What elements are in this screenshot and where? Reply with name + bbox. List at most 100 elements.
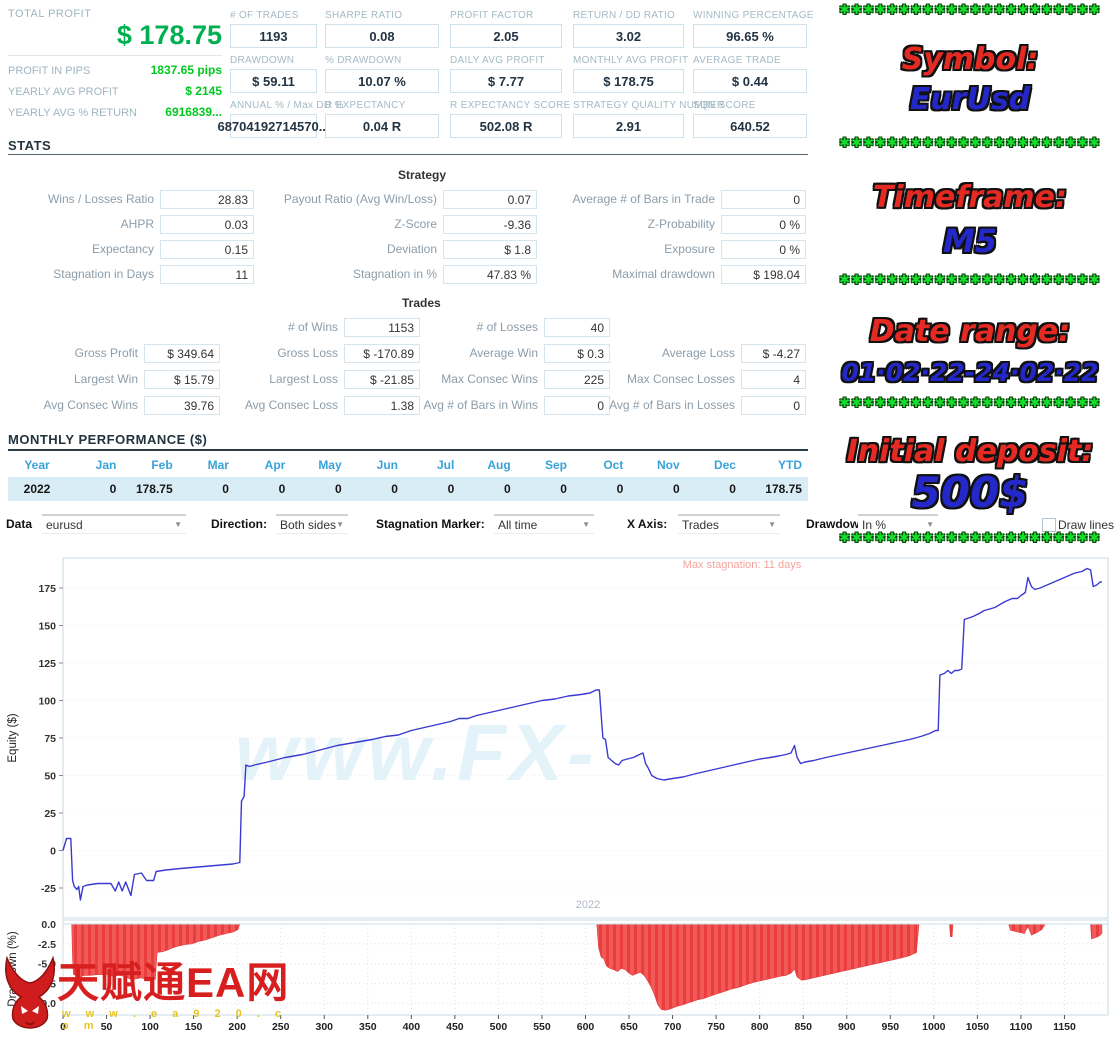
monthly-col-header: Year (24, 458, 50, 472)
svg-text:2022: 2022 (576, 899, 600, 911)
svg-text:Equity ($): Equity ($) (7, 713, 19, 762)
stat-row-label: Deviation (386, 242, 437, 256)
svg-text:Drawdown (%): Drawdown (%) (7, 931, 19, 1007)
direction-select[interactable]: Both sides ▼ (276, 514, 348, 534)
monthly-cell: 0 (616, 482, 624, 496)
stat-row-label: Payout Ratio (Avg Win/Loss) (283, 192, 437, 206)
side-section-title: Initial deposit: (846, 434, 1094, 469)
summary-row-value: 1837.65 pips (150, 63, 222, 77)
top-stat-value-box: $ 178.75 (573, 69, 684, 93)
svg-text:350: 350 (359, 1021, 377, 1033)
svg-text:0: 0 (50, 846, 56, 858)
trades-title: Trades (402, 296, 441, 310)
monthly-cell: 0 (109, 482, 117, 496)
summary-row-value: 6916839... (165, 105, 222, 119)
top-stat-label: AVERAGE TRADE (693, 55, 781, 66)
svg-text:500: 500 (490, 1021, 508, 1033)
svg-text:900: 900 (838, 1021, 856, 1033)
stat-row-label: Gross Profit (74, 346, 138, 360)
drawdown-select-value: In % (862, 517, 887, 532)
stagnation-marker-select[interactable]: All time ▼ (494, 514, 594, 534)
side-section-title: Timeframe: (872, 180, 1068, 215)
stat-row-label: Z-Score (394, 217, 437, 231)
summary-row: YEARLY AVG % RETURN 6916839... (8, 105, 222, 119)
stat-row-value-box: 28.83 (160, 190, 254, 209)
top-stat-label: DAILY AVG PROFIT (450, 55, 545, 66)
top-stat-label: SQN SCORE (693, 100, 756, 111)
top-stat-value-box: 68704192714570... (217, 114, 330, 138)
top-stat-value-box: $ 7.77 (450, 69, 562, 93)
svg-text:200: 200 (228, 1021, 246, 1033)
stat-row-value-box: 0.07 (443, 190, 537, 209)
draw-lines-checkbox[interactable] (1042, 518, 1056, 532)
stat-row-label: Average Loss (661, 346, 735, 360)
monthly-col-header: Mar (207, 458, 229, 472)
monthly-table-head: Year Jan Feb Mar Apr May Jun Jul Aug Sep Oct Nov Dec… (8, 453, 808, 477)
top-stat-value-box: 10.07 % (325, 69, 439, 93)
stat-row-value-box: 0.15 (160, 240, 254, 259)
top-stat-value-box: 96.65 % (693, 24, 807, 48)
top-stat-label: WINNING PERCENTAGE (693, 10, 814, 21)
monthly-cell: 0 (503, 482, 511, 496)
svg-text:250: 250 (272, 1021, 290, 1033)
svg-text:www.FX-: www.FX- (235, 708, 598, 797)
monthly-col-header: Jan (95, 458, 117, 472)
top-stat-label: STRATEGY QUALITY NUMBER (573, 100, 725, 111)
stat-row-label: Largest Win (73, 372, 138, 386)
top-stat-label: R EXPECTANCY (325, 100, 406, 111)
stat-row-value-box: $ -21.85 (344, 370, 420, 389)
summary-row-label: YEARLY AVG PROFIT (8, 86, 119, 98)
star-separator: ✱✱✱✱✱✱✱✱✱✱✱✱✱✱✱✱✱✱✱✱✱✱ (839, 395, 1101, 410)
monthly-cell: 0 (278, 482, 286, 496)
stat-row-value-box: 40 (544, 318, 610, 337)
monthly-col-header: Nov (656, 458, 680, 472)
svg-text:950: 950 (882, 1021, 900, 1033)
monthly-col-header: May (318, 458, 342, 472)
monthly-cell: 178.75 (135, 482, 173, 496)
monthly-col-header: Jul (436, 458, 455, 472)
data-select[interactable]: eurusd ▼ (42, 514, 186, 534)
top-stat-label: SHARPE RATIO (325, 10, 403, 21)
stat-row-label: Average Win (469, 346, 538, 360)
top-stat-value-box: 0.08 (325, 24, 439, 48)
svg-text:650: 650 (620, 1021, 638, 1033)
stat-row-label: Avg # of Bars in Losses (609, 398, 735, 412)
monthly-rule (8, 449, 808, 451)
xaxis-label: X Axis: (627, 517, 668, 531)
summary-row: YEARLY AVG PROFIT $ 2145 (8, 84, 222, 98)
top-stat-value-box: 2.05 (450, 24, 562, 48)
monthly-col-header: Aug (487, 458, 511, 472)
stats-rule (8, 154, 808, 155)
svg-text:600: 600 (577, 1021, 595, 1033)
svg-text:-2.5: -2.5 (38, 939, 56, 951)
total-profit-value: $ 178.75 (116, 20, 222, 50)
stat-row-value-box: 11 (160, 265, 254, 284)
stat-row-value-box: $ 0.3 (544, 344, 610, 363)
stat-row-value-box: $ 1.8 (443, 240, 537, 259)
summary-row: PROFIT IN PIPS 1837.65 pips (8, 63, 222, 77)
stat-row-value-box: 0 (544, 396, 610, 415)
xaxis-select-value: Trades (682, 517, 719, 532)
stat-row-value-box: 225 (544, 370, 610, 389)
chevron-down-icon: ▼ (582, 520, 590, 529)
drawdown-select[interactable]: In % ▼ (858, 514, 938, 534)
stat-row-value-box: 0 % (721, 240, 806, 259)
xaxis-select[interactable]: Trades ▼ (678, 514, 780, 534)
monthly-col-header: YTD (777, 458, 802, 472)
stat-row-label: Avg Consec Loss (244, 398, 338, 412)
svg-text:-5.0: -5.0 (38, 959, 56, 971)
chevron-down-icon: ▼ (174, 520, 182, 529)
total-profit-label: TOTAL PROFIT (8, 8, 92, 20)
equity-drawdown-chart[interactable]: www.FX-1751501251007550250-250.0-2.5-5.0… (0, 548, 1120, 1037)
stat-row-value-box: $ 198.04 (721, 265, 806, 284)
data-select-value: eurusd (46, 517, 83, 532)
svg-text:550: 550 (533, 1021, 551, 1033)
top-stat-value-box: $ 0.44 (693, 69, 807, 93)
svg-text:0: 0 (60, 1021, 66, 1033)
side-section-value: M5 (942, 222, 998, 260)
chevron-down-icon: ▼ (926, 520, 934, 529)
stat-row-value-box: $ -170.89 (344, 344, 420, 363)
monthly-cell: 0 (560, 482, 567, 496)
svg-text:450: 450 (446, 1021, 464, 1033)
svg-text:50: 50 (101, 1021, 113, 1033)
